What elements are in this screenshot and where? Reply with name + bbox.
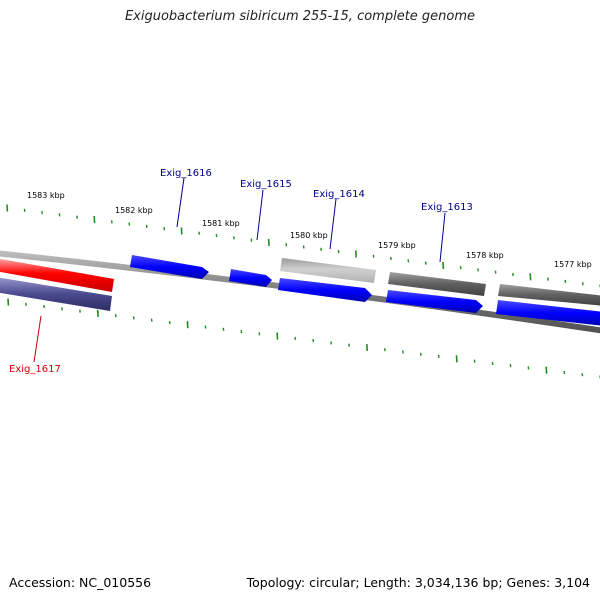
kbp-label-1580: 1580 kbp (290, 231, 328, 240)
gene-labels: Exig_1616 Exig_1615 Exig_1614 Exig_1613 … (9, 168, 473, 375)
gene-label-exig-1614[interactable]: Exig_1614 (313, 189, 365, 200)
label-line-exig-1614 (329, 198, 337, 250)
label-line-exig-1615 (256, 189, 264, 241)
gene-exig-1616[interactable] (130, 255, 209, 279)
gene-exig-1615[interactable] (229, 269, 272, 287)
kbp-labels: 1583 kbp 1582 kbp 1581 kbp 1580 kbp 1579… (27, 191, 592, 269)
map-title: Exiguobacterium sibiricum 255-15, comple… (124, 9, 476, 24)
kbp-label-1581: 1581 kbp (202, 219, 240, 228)
inner-tick-ring (7, 298, 600, 379)
gene-exig-1613[interactable] (388, 272, 486, 296)
kbp-label-1582: 1582 kbp (115, 206, 153, 215)
gene-label-exig-1616[interactable]: Exig_1616 (160, 168, 212, 179)
gene-label-exig-1617[interactable]: Exig_1617 (9, 364, 61, 375)
outer-tick-ring (6, 204, 600, 288)
forward-strand-genes (0, 255, 600, 306)
genome-backbone (0, 250, 600, 334)
gene-label-exig-1613[interactable]: Exig_1613 (421, 202, 473, 213)
accession-text: Accession: NC_010556 (9, 575, 152, 590)
gene-label-exig-1615[interactable]: Exig_1615 (240, 179, 292, 190)
gene-blue-reverse-3[interactable] (496, 300, 600, 326)
label-line-exig-1613 (439, 212, 446, 263)
kbp-label-1578: 1578 kbp (466, 251, 504, 260)
topology-text: Topology: circular; Length: 3,034,136 bp… (246, 575, 590, 590)
gene-blue-reverse-2[interactable] (386, 290, 483, 313)
reverse-strand-genes (0, 277, 600, 326)
gene-exig-1617-forward[interactable] (0, 258, 114, 292)
label-line-exig-1616 (176, 177, 185, 228)
kbp-label-1577: 1577 kbp (554, 260, 592, 269)
gene-grey-right[interactable] (498, 284, 600, 306)
kbp-label-1579: 1579 kbp (378, 241, 416, 250)
gene-blue-reverse-1[interactable] (278, 278, 372, 302)
gene-exig-1614[interactable] (280, 258, 376, 283)
label-line-exig-1617 (33, 315, 42, 363)
kbp-label-1583: 1583 kbp (27, 191, 65, 200)
gene-exig-1617[interactable] (0, 277, 112, 311)
